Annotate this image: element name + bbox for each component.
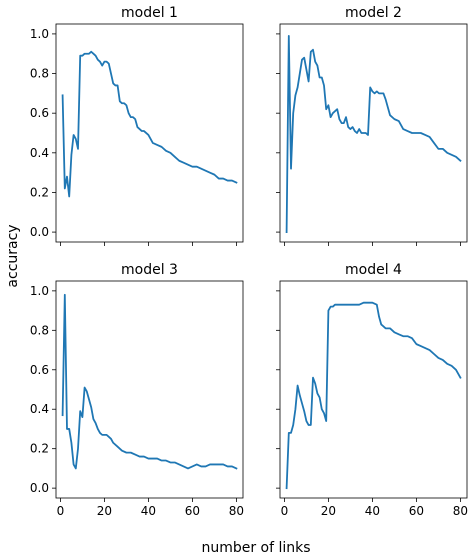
panel-1-ytick-label-1: 0.2	[30, 185, 49, 199]
x-axis-label: number of links	[201, 540, 310, 556]
panel-3-xtick-label-3: 60	[185, 504, 200, 518]
panel-1-series-1-line	[61, 50, 238, 198]
panel-2-series-1-line	[285, 34, 462, 234]
panel-3-title: model 3	[121, 262, 178, 278]
panel-1: model 1 0.0 0.2 0.4 0.6 0.8 1.0	[30, 5, 244, 246]
y-axis-label: accuracy	[5, 224, 21, 287]
panel-3-ytick-label-2: 0.4	[30, 402, 49, 416]
panel-3-xtick-label-4: 80	[229, 504, 244, 518]
panel-4-xtick-label-2: 40	[365, 504, 380, 518]
panel-3: model 3 0.0 0.2 0.4 0.6 0.8 1.0 0 20 40 60 80	[30, 262, 244, 518]
panels: model 1 0.0 0.2 0.4 0.6 0.8 1.0 model 2 model 3 0…	[30, 5, 468, 518]
panel-3-ytick-label-3: 0.6	[30, 363, 49, 377]
panel-2: model 2	[276, 5, 468, 246]
panel-4-xtick-label-1: 20	[321, 504, 336, 518]
panel-4-xtick-label-4: 80	[453, 504, 468, 518]
panel-3-ytick-label-0: 0.0	[30, 481, 49, 495]
panel-4-xtick-label-0: 0	[281, 504, 289, 518]
panel-1-frame	[55, 23, 244, 243]
panel-1-ytick-label-0: 0.0	[30, 225, 49, 239]
panel-3-frame	[55, 280, 244, 499]
panel-3-xtick-label-2: 40	[141, 504, 156, 518]
panel-3-xtick-label-0: 0	[57, 504, 65, 518]
panel-4-xtick-label-3: 60	[409, 504, 424, 518]
panel-4-frame	[279, 280, 468, 499]
panel-4-series-1-line	[285, 301, 462, 490]
panel-1-ytick-label-2: 0.4	[30, 146, 49, 160]
panel-1-title: model 1	[121, 5, 178, 21]
panel-4: model 4 0 20 40 60 80	[276, 262, 468, 518]
panel-1-ytick-label-5: 1.0	[30, 27, 49, 41]
panel-1-ytick-label-4: 0.8	[30, 67, 49, 81]
panel-1-ytick-label-3: 0.6	[30, 106, 49, 120]
panel-3-ytick-label-5: 1.0	[30, 284, 49, 298]
panel-2-title: model 2	[345, 5, 402, 21]
panel-3-series-1-line	[61, 293, 238, 470]
panel-2-frame	[279, 23, 468, 243]
panel-3-ytick-label-1: 0.2	[30, 442, 49, 456]
panel-4-title: model 4	[345, 262, 402, 278]
panel-3-xtick-label-1: 20	[97, 504, 112, 518]
panel-3-ytick-label-4: 0.8	[30, 323, 49, 337]
